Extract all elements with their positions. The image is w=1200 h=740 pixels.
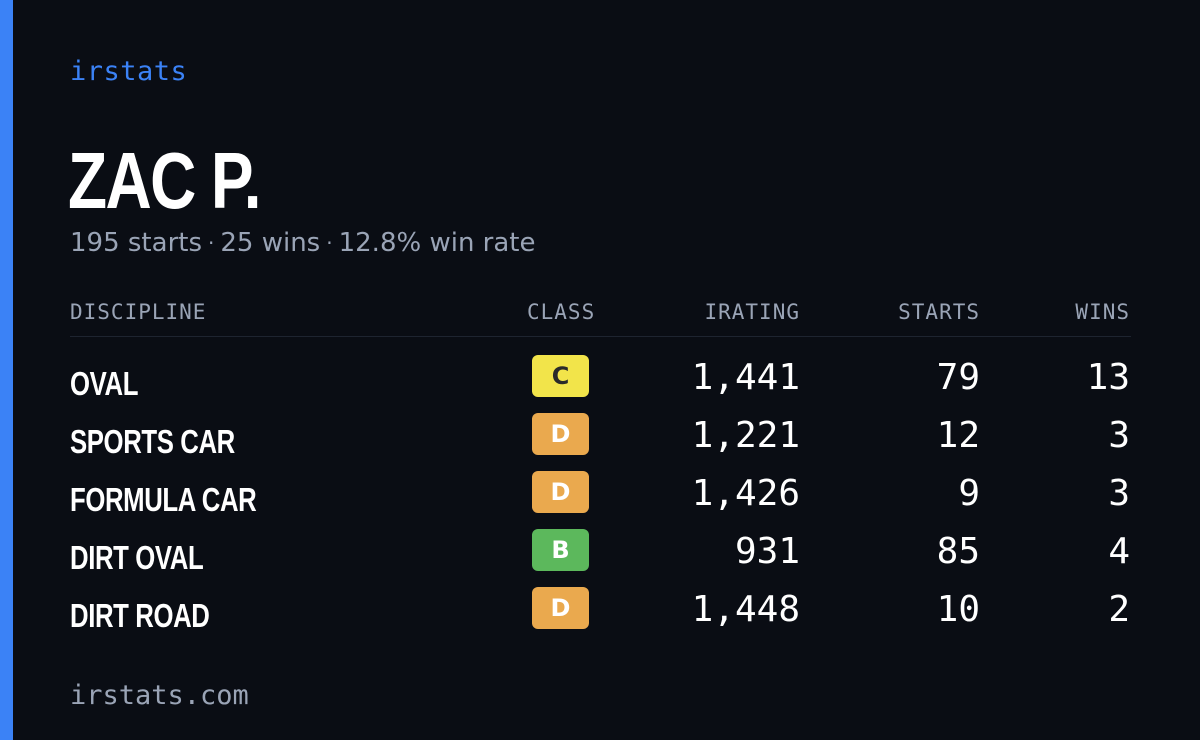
wins-value: 3: [1108, 415, 1130, 456]
starts-value: 9: [958, 473, 980, 514]
wins-value: 3: [1108, 473, 1130, 514]
table-row: DIRT OVAL B 931 85 4: [70, 527, 1131, 585]
table-body: OVAL C 1,441 79 13 SPORTS CAR D 1,221 12…: [70, 353, 1131, 643]
starts-value: 10: [936, 589, 980, 630]
starts-value: 12: [936, 415, 980, 456]
irating-value: 1,221: [691, 415, 800, 456]
header-discipline: DISCIPLINE: [70, 300, 207, 324]
table-row: SPORTS CAR D 1,221 12 3: [70, 411, 1131, 469]
wins-value: 13: [1086, 357, 1130, 398]
footer-url: irstats.com: [70, 680, 249, 711]
discipline-name: OVAL: [70, 365, 139, 402]
class-badge: D: [532, 471, 589, 513]
class-badge: D: [532, 587, 589, 629]
starts-value: 79: [936, 357, 980, 398]
discipline-name: DIRT OVAL: [70, 539, 204, 576]
discipline-name: FORMULA CAR: [70, 481, 257, 518]
header-irating: IRATING: [704, 300, 800, 324]
wins-summary: 25 wins: [220, 228, 321, 258]
stats-table: DISCIPLINE CLASS IRATING STARTS WINS OVA…: [70, 296, 1131, 634]
class-badge: D: [532, 413, 589, 455]
table-row: FORMULA CAR D 1,426 9 3: [70, 469, 1131, 527]
wins-value: 4: [1108, 531, 1130, 572]
winrate-summary: 12.8% win rate: [338, 228, 536, 258]
header-starts: STARTS: [898, 300, 980, 324]
driver-name: ZAC P.: [68, 136, 262, 225]
starts-value: 85: [936, 531, 980, 572]
header-class: CLASS: [527, 300, 596, 324]
discipline-name: DIRT ROAD: [70, 597, 210, 634]
separator-dot: ·: [208, 231, 215, 255]
discipline-name: SPORTS CAR: [70, 423, 235, 460]
irating-value: 1,441: [691, 357, 800, 398]
table-row: DIRT ROAD D 1,448 10 2: [70, 585, 1131, 643]
irating-value: 1,426: [691, 473, 800, 514]
irating-value: 1,448: [691, 589, 800, 630]
table-header: DISCIPLINE CLASS IRATING STARTS WINS: [70, 296, 1131, 337]
separator-dot: ·: [326, 231, 333, 255]
accent-bar: [0, 0, 13, 740]
class-badge: B: [532, 529, 589, 571]
table-row: OVAL C 1,441 79 13: [70, 353, 1131, 411]
header-wins: WINS: [1075, 300, 1130, 324]
driver-summary: 195 starts · 25 wins · 12.8% win rate: [70, 228, 536, 258]
class-badge: C: [532, 355, 589, 397]
starts-summary: 195 starts: [70, 228, 202, 258]
wins-value: 2: [1108, 589, 1130, 630]
irating-value: 931: [734, 531, 800, 572]
brand-logo-text: irstats: [70, 56, 188, 87]
